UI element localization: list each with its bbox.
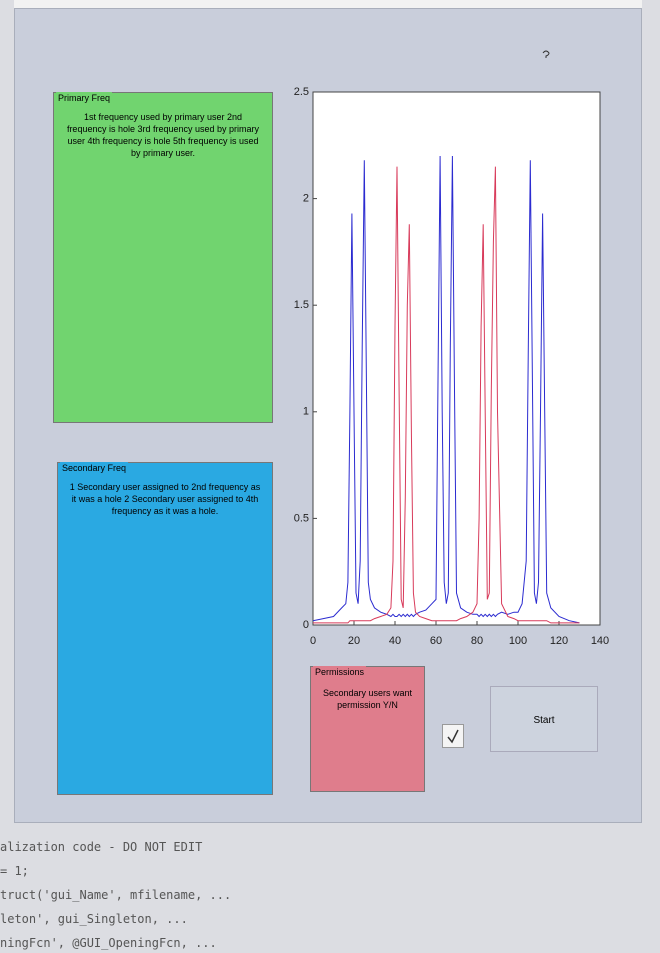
- code-line: leton', gui_Singleton, ...: [0, 912, 188, 926]
- x-tick-label: 40: [389, 635, 401, 647]
- panel-title: Primary Freq: [56, 92, 112, 104]
- check-mark: [443, 725, 463, 747]
- chart: 0 0.5 1 1.5 2 2.5 0 20 40 60 80 100 120 140: [290, 80, 620, 655]
- panel-text: 1st frequency used by primary user 2nd f…: [64, 111, 262, 159]
- panel-text: 1 Secondary user assigned to 2nd frequen…: [68, 481, 262, 517]
- y-tick-label: 0.5: [294, 512, 309, 524]
- x-tick-label: 20: [348, 635, 360, 647]
- x-tick-label: 120: [550, 635, 568, 647]
- panel-text: Secondary users want permission Y/N: [321, 687, 414, 711]
- panel-title: Secondary Freq: [60, 462, 128, 474]
- secondary-panel: Secondary Freq 1 Secondary user assigned…: [57, 462, 273, 795]
- start-button[interactable]: Start: [490, 686, 598, 752]
- help-glyph: [540, 49, 552, 61]
- y-tick-label: 1: [303, 406, 309, 418]
- x-tick-label: 80: [471, 635, 483, 647]
- x-tick-label: 0: [310, 635, 316, 647]
- code-line: = 1;: [0, 864, 29, 878]
- code-line: alization code - DO NOT EDIT: [0, 840, 202, 854]
- primary-panel: Primary Freq 1st frequency used by prima…: [53, 92, 273, 423]
- code-line: truct('gui_Name', mfilename, ...: [0, 888, 231, 902]
- y-tick-label: 2: [303, 193, 309, 205]
- y-tick-label: 0: [303, 619, 309, 631]
- x-tick-label: 100: [509, 635, 527, 647]
- help-icon[interactable]: [540, 48, 552, 60]
- checkbox[interactable]: [442, 724, 464, 748]
- y-tick-label: 1.5: [294, 299, 309, 311]
- screen: Primary Freq 1st frequency used by prima…: [0, 0, 660, 953]
- panel-title: Permissions: [313, 666, 366, 678]
- x-tick-label: 60: [430, 635, 442, 647]
- y-tick-label: 2.5: [294, 86, 309, 98]
- permissions-panel: Permissions Secondary users want permiss…: [310, 666, 425, 792]
- x-tick-label: 140: [591, 635, 609, 647]
- code-line: ningFcn', @GUI_OpeningFcn, ...: [0, 936, 217, 950]
